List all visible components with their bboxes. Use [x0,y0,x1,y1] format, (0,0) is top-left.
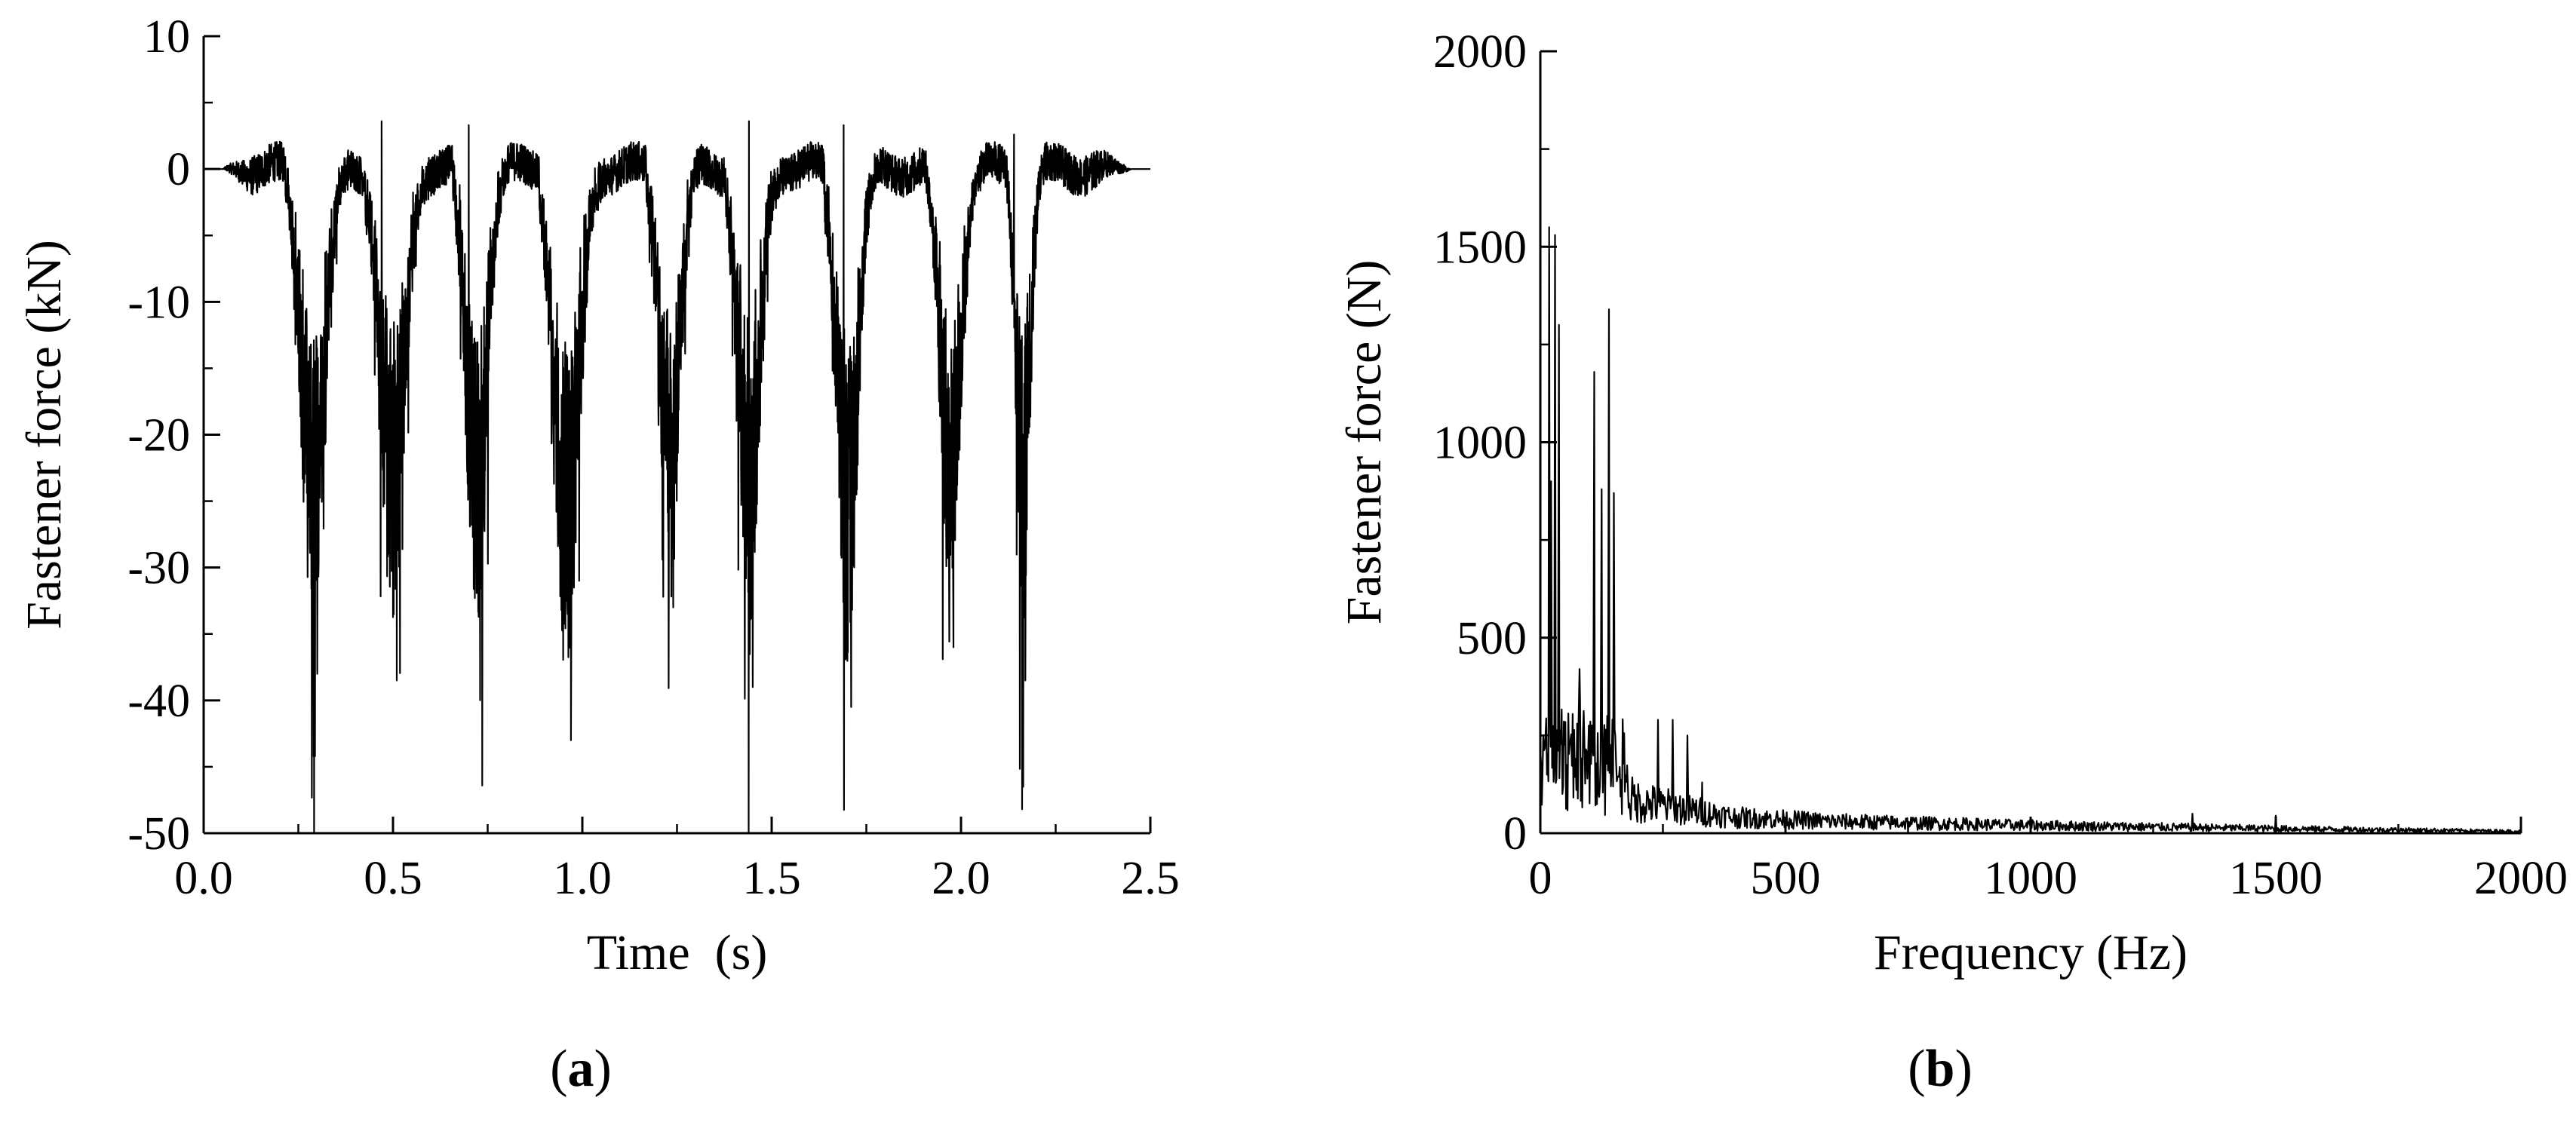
chart-a-x-tick-label: 2.5 [1121,853,1180,904]
chart-a-y-tick-label: -40 [127,676,190,727]
chart-a-x-tick-label: 1.0 [553,853,612,904]
panel-a-close-paren: ) [594,1040,612,1098]
chart-a-y-tick-label: 10 [143,11,190,63]
chart-b-x-tick-label: 2000 [2474,853,2568,904]
panel-a-open-paren: ( [550,1040,567,1098]
panel-b-open-paren: ( [1908,1040,1925,1098]
chart-b-x-tick-label: 1000 [1984,853,2077,904]
chart-b-y-tick-label: 1500 [1433,222,1527,273]
chart-b-x-tick-labels: 0 500 1000 1500 2000 [1529,853,2568,904]
panel-b-letter: b [1926,1040,1955,1098]
chart-a-y-tick-label: 0 [167,144,190,195]
chart-b-series-line [1539,226,2522,834]
chart-a-x-tick-label: 0.0 [174,853,233,904]
chart-b: 0 500 1000 1500 2000 0 500 1000 1500 2000 Freque… [1337,26,2568,1098]
chart-a-x-axis-title: Time (s) [587,925,768,980]
chart-b-y-tick-label: 500 [1457,613,1527,664]
panel-a-letter: a [568,1040,594,1098]
chart-a-y-axis-title: Fastener force (kN) [17,240,72,630]
chart-a-ticks [202,35,1152,835]
chart-b-y-tick-label: 0 [1503,808,1527,860]
chart-a-series-line [203,120,1151,835]
chart-b-y-tick-label: 1000 [1433,418,1527,469]
panel-b-close-paren: ) [1954,1040,1972,1098]
chart-b-panel-label: (b) [1908,1040,1973,1098]
chart-a-panel-label: (a) [550,1040,612,1098]
chart-b-y-tick-labels: 0 500 1000 1500 2000 [1433,26,1527,860]
chart-b-x-tick-label: 1500 [2229,853,2323,904]
chart-a-y-tick-label: -20 [127,410,190,461]
chart-a-y-tick-label: -10 [127,277,190,328]
chart-a-y-tick-label: -30 [127,543,190,594]
chart-b-y-axis-title: Fastener force (N) [1337,260,1392,625]
chart-b-x-axis-title: Frequency (Hz) [1874,925,2188,980]
chart-a-x-tick-labels: 0.0 0.5 1.0 1.5 2.0 2.5 [174,853,1180,904]
chart-b-y-tick-label: 2000 [1433,26,1527,78]
chart-a-y-tick-labels: 10 0 -10 -20 -30 -40 -50 [127,11,190,860]
chart-a-y-tick-label: -50 [127,808,190,860]
chart-a: 10 0 -10 -20 -30 -40 -50 0.0 0.5 1.0 1.5 2.0 2.5 Ti… [17,11,1180,1098]
chart-a-x-tick-label: 0.5 [364,853,422,904]
chart-a-x-tick-label: 1.5 [742,853,801,904]
chart-b-x-tick-label: 0 [1529,853,1552,904]
chart-a-x-tick-label: 2.0 [932,853,990,904]
chart-b-x-tick-label: 500 [1751,853,1821,904]
